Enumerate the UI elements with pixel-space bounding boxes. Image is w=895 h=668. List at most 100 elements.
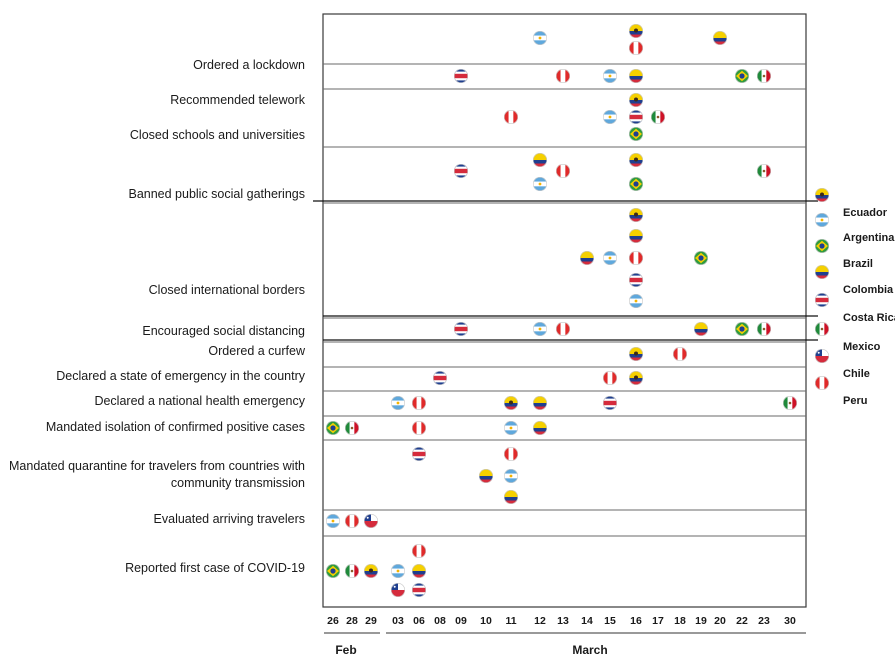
marker-argentina-16 bbox=[628, 293, 643, 308]
marker-brazil-26 bbox=[325, 563, 340, 578]
marker-costa-rica-15 bbox=[602, 395, 617, 410]
legend-label-costa-rica: Costa Rica bbox=[843, 312, 895, 324]
marker-costa-rica-16 bbox=[628, 110, 643, 125]
measure-label-mandated-quarantine-for-travelers-from-countries-with-community-transmission-line-1: Mandated quarantine for travelers from c… bbox=[9, 459, 305, 473]
marker-peru-18 bbox=[672, 346, 687, 361]
marker-ecuador-16 bbox=[628, 208, 643, 223]
measure-label-reported-first-case-of-covid-19: Reported first case of COVID-19 bbox=[125, 561, 305, 575]
tick-label-28: 28 bbox=[346, 615, 358, 627]
marker-ecuador-16 bbox=[628, 93, 643, 108]
measure-labels: Ordered a lockdown Recommended telework Cl… bbox=[9, 58, 306, 575]
marker-argentina-12 bbox=[532, 30, 547, 45]
marker-colombia-06 bbox=[411, 563, 426, 578]
marker-ecuador-16 bbox=[628, 23, 643, 38]
marker-brazil-26 bbox=[325, 420, 340, 435]
legend-label-colombia: Colombia bbox=[843, 284, 894, 296]
legend-marker-chile bbox=[814, 348, 829, 363]
marker-peru-11 bbox=[503, 110, 518, 125]
measure-label-declared-a-state-of-emergency-in-the-country: Declared a state of emergency in the cou… bbox=[56, 369, 305, 383]
marker-argentina-11 bbox=[503, 468, 518, 483]
tick-label-19: 19 bbox=[695, 615, 707, 627]
measure-label-mandated-quarantine-for-travelers-from-countries-with-community-transmission-line-2: community transmission bbox=[171, 476, 305, 490]
tick-label-03: 03 bbox=[392, 615, 404, 627]
marker-chile-29 bbox=[363, 513, 378, 528]
measure-label-closed-schools-and-universities: Closed schools and universities bbox=[130, 128, 305, 142]
marker-mexico-23 bbox=[756, 321, 771, 336]
marker-argentina-15 bbox=[602, 69, 617, 84]
tick-label-13: 13 bbox=[557, 615, 569, 627]
marker-brazil-16 bbox=[628, 127, 643, 142]
tick-label-29: 29 bbox=[365, 615, 377, 627]
marker-ecuador-29 bbox=[363, 563, 378, 578]
tick-label-08: 08 bbox=[434, 615, 446, 627]
tick-label-18: 18 bbox=[674, 615, 686, 627]
axis-group-feb: Feb bbox=[335, 643, 356, 657]
measure-label-declared-a-national-health-emergency: Declared a national health emergency bbox=[94, 394, 305, 408]
tick-label-06: 06 bbox=[413, 615, 425, 627]
marker-colombia-10 bbox=[478, 468, 493, 483]
chart-frame bbox=[322, 13, 807, 608]
marker-costa-rica-09 bbox=[453, 69, 468, 84]
legend-marker-brazil bbox=[814, 239, 829, 254]
tick-label-10: 10 bbox=[480, 615, 492, 627]
marker-ecuador-16 bbox=[628, 153, 643, 168]
marker-peru-06 bbox=[411, 420, 426, 435]
marker-argentina-15 bbox=[602, 110, 617, 125]
measure-label-recommended-telework: Recommended telework bbox=[170, 93, 306, 107]
marker-costa-rica-08 bbox=[432, 370, 447, 385]
flag-markers bbox=[325, 23, 797, 597]
marker-costa-rica-16 bbox=[628, 272, 643, 287]
measure-label-banned-public-social-gatherings: Banned public social gatherings bbox=[128, 187, 305, 201]
marker-peru-28 bbox=[344, 513, 359, 528]
marker-ecuador-11 bbox=[503, 395, 518, 410]
marker-peru-06 bbox=[411, 543, 426, 558]
marker-argentina-15 bbox=[602, 251, 617, 266]
marker-mexico-28 bbox=[344, 563, 359, 578]
marker-costa-rica-06 bbox=[411, 582, 426, 597]
marker-colombia-16 bbox=[628, 69, 643, 84]
measure-label-ordered-a-lockdown: Ordered a lockdown bbox=[193, 58, 305, 72]
tick-label-16: 16 bbox=[630, 615, 642, 627]
tick-label-15: 15 bbox=[604, 615, 616, 627]
marker-mexico-23 bbox=[756, 164, 771, 179]
marker-colombia-19 bbox=[693, 321, 708, 336]
measure-label-ordered-a-curfew: Ordered a curfew bbox=[208, 344, 306, 358]
marker-peru-11 bbox=[503, 446, 518, 461]
tick-label-09: 09 bbox=[455, 615, 467, 627]
measure-label-encouraged-social-distancing: Encouraged social distancing bbox=[142, 324, 305, 338]
marker-mexico-23 bbox=[756, 69, 771, 84]
legend-marker-colombia bbox=[814, 264, 829, 279]
marker-brazil-19 bbox=[693, 251, 708, 266]
marker-peru-06 bbox=[411, 395, 426, 410]
tick-label-17: 17 bbox=[652, 615, 664, 627]
tick-label-20: 20 bbox=[714, 615, 726, 627]
marker-ecuador-16 bbox=[628, 346, 643, 361]
marker-peru-13 bbox=[555, 69, 570, 84]
marker-argentina-12 bbox=[532, 177, 547, 192]
legend-marker-ecuador bbox=[814, 188, 829, 203]
marker-mexico-17 bbox=[650, 110, 665, 125]
tick-label-26: 26 bbox=[327, 615, 339, 627]
row-bands bbox=[313, 13, 818, 608]
tick-label-14: 14 bbox=[581, 615, 593, 627]
marker-mexico-30 bbox=[782, 395, 797, 410]
legend-label-brazil: Brazil bbox=[843, 258, 873, 270]
legend-label-mexico: Mexico bbox=[843, 341, 881, 353]
marker-peru-16 bbox=[628, 40, 643, 55]
legend-marker-mexico bbox=[814, 321, 829, 336]
marker-colombia-11 bbox=[503, 489, 518, 504]
marker-colombia-12 bbox=[532, 153, 547, 168]
marker-argentina-26 bbox=[325, 513, 340, 528]
marker-chile-03 bbox=[390, 582, 405, 597]
marker-colombia-14 bbox=[579, 251, 594, 266]
legend-marker-argentina bbox=[814, 213, 829, 228]
marker-peru-13 bbox=[555, 321, 570, 336]
legend-label-ecuador: Ecuador bbox=[843, 207, 888, 219]
legend-label-argentina: Argentina bbox=[843, 232, 895, 244]
marker-colombia-20 bbox=[712, 30, 727, 45]
marker-brazil-16 bbox=[628, 177, 643, 192]
marker-colombia-12 bbox=[532, 395, 547, 410]
marker-costa-rica-09 bbox=[453, 321, 468, 336]
measure-label-closed-international-borders: Closed international borders bbox=[149, 283, 305, 297]
measure-label-evaluated-arriving-travelers: Evaluated arriving travelers bbox=[154, 512, 305, 526]
